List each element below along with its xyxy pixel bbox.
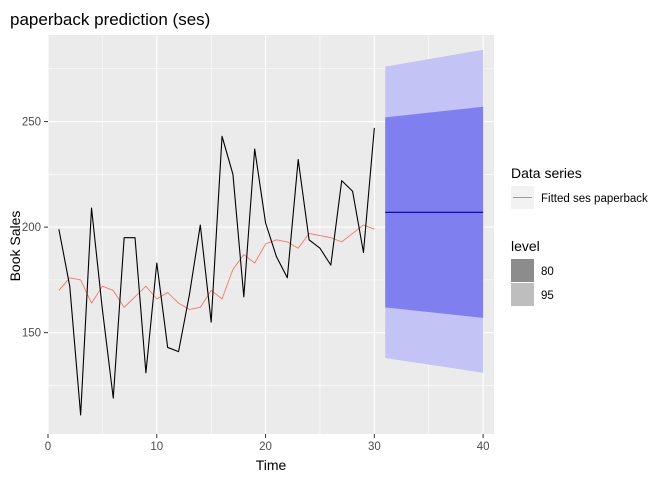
x-tick-label: 10 — [150, 441, 163, 453]
axes: 0 10 20 30 40 150 200 250 — [22, 117, 490, 453]
actual-series-line — [58, 127, 375, 416]
legend-label-95: 95 — [541, 290, 554, 302]
series-lines — [58, 127, 484, 416]
legend-key-95 — [511, 283, 534, 306]
major-grid — [47, 35, 494, 434]
legend-key-80 — [511, 259, 534, 282]
x-tick-label: 30 — [368, 441, 381, 453]
legend-title-series: Data series — [511, 165, 582, 181]
y-tick-label: 150 — [22, 328, 41, 340]
chart-title: paperback prediction (ses) — [10, 10, 210, 29]
fitted-series-line — [58, 224, 375, 310]
legend-label-80: 80 — [541, 266, 554, 278]
x-tick-label: 0 — [45, 441, 51, 453]
y-tick-label: 200 — [22, 222, 41, 234]
legend-title-level: level — [511, 238, 540, 254]
x-tick-label: 20 — [259, 441, 272, 453]
legend-label-fitted: Fitted ses paperback — [541, 193, 648, 205]
x-tick-label: 40 — [477, 441, 490, 453]
x-axis-label: Time — [256, 457, 287, 473]
forecast-bands — [385, 49, 484, 373]
y-tick-label: 250 — [22, 117, 41, 129]
legend: Data series Fitted ses paperback level 8… — [511, 165, 648, 306]
y-axis-label: Book Sales — [7, 211, 23, 282]
